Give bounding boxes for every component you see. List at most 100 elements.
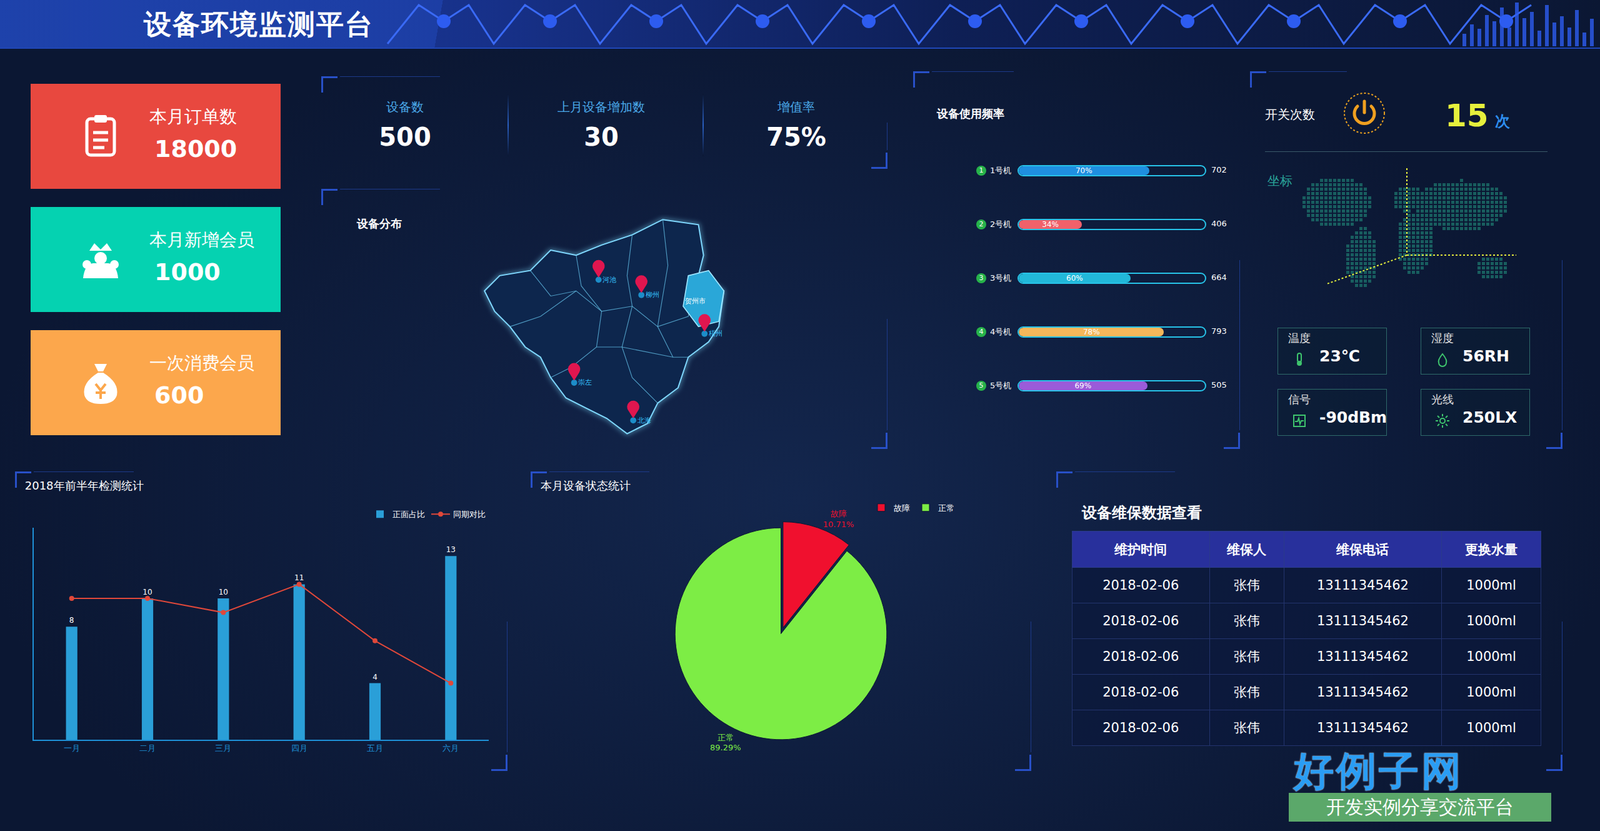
svg-text:崇左: 崇左 [578, 377, 592, 387]
html-text:4: 4 [979, 327, 984, 336]
html-text:664: 664 [1211, 272, 1227, 282]
html-text:更换水量: 更换水量 [1465, 541, 1518, 557]
html-text:1000ml: 1000ml [1466, 577, 1517, 593]
html-text:250LX: 250LX [1462, 408, 1518, 427]
svg-text:正常: 正常 [938, 503, 955, 513]
html-text:1000: 1000 [154, 258, 221, 286]
html-text:3: 3 [979, 273, 984, 282]
svg-text:河池: 河池 [602, 275, 617, 284]
html-text:5号机: 5号机 [990, 380, 1012, 390]
html-text:坐标: 坐标 [1267, 173, 1293, 189]
svg-text:一月: 一月 [63, 743, 80, 753]
html-text:2018-02-06: 2018-02-06 [1102, 648, 1179, 664]
svg-text:柳州: 柳州 [645, 290, 660, 299]
svg-text:四月: 四月 [291, 743, 308, 753]
html-text:1000ml: 1000ml [1466, 720, 1517, 735]
html-text:23℃: 23℃ [1319, 346, 1361, 365]
svg-text:贺州市: 贺州市 [685, 296, 706, 305]
html-text:34%: 34% [1042, 220, 1059, 229]
html-text:设备分布: 设备分布 [356, 216, 402, 230]
html-text:1000ml: 1000ml [1466, 613, 1517, 629]
svg-text:10: 10 [142, 587, 152, 597]
html-text:1000ml: 1000ml [1466, 648, 1517, 664]
html-text:设备使用频率: 设备使用频率 [936, 106, 1005, 120]
html-text:上月设备增加数: 上月设备增加数 [557, 99, 645, 115]
html-text:500: 500 [378, 122, 432, 152]
html-text:张伟: 张伟 [1233, 684, 1260, 700]
html-text:13111345462: 13111345462 [1316, 648, 1409, 664]
html-text:56RH: 56RH [1462, 346, 1510, 365]
html-text:-90dBm: -90dBm [1319, 408, 1387, 427]
svg-text:梧州: 梧州 [708, 328, 723, 338]
html-text:张伟: 张伟 [1233, 648, 1260, 664]
html-text:70%: 70% [1075, 166, 1093, 175]
html-text:78%: 78% [1083, 327, 1100, 337]
html-text:设备维保数据查看: 设备维保数据查看 [1081, 503, 1202, 522]
html-text:1号机: 1号机 [990, 165, 1012, 175]
html-text:600: 600 [154, 381, 204, 409]
html-text:5: 5 [979, 381, 984, 390]
html-text:1: 1 [979, 166, 984, 175]
svg-text:4: 4 [372, 672, 378, 682]
html-text:2: 2 [979, 220, 984, 229]
html-text:13111345462: 13111345462 [1316, 577, 1409, 593]
html-text:3号机: 3号机 [990, 273, 1012, 283]
svg-text:故障10.71%: 故障10.71% [823, 508, 855, 529]
html-text:18000: 18000 [154, 135, 237, 163]
html-text:60%: 60% [1066, 273, 1083, 283]
html-text:张伟: 张伟 [1233, 577, 1260, 593]
html-text:2018-02-06: 2018-02-06 [1102, 684, 1179, 700]
svg-text:正常89.29%: 正常89.29% [710, 732, 742, 753]
html-text:13111345462: 13111345462 [1316, 720, 1409, 735]
svg-text:10: 10 [218, 587, 229, 597]
html-text:次: 次 [1494, 112, 1510, 130]
html-text:4号机: 4号机 [990, 326, 1012, 337]
html-text:2号机: 2号机 [990, 219, 1012, 229]
svg-text:8: 8 [69, 615, 75, 625]
html-text:设备环境监测平台: 设备环境监测平台 [143, 8, 374, 40]
html-text:张伟: 张伟 [1233, 720, 1260, 735]
html-text:湿度: 湿度 [1431, 331, 1454, 345]
html-text:维保人: 维保人 [1226, 541, 1267, 557]
html-text:本月新增会员: 本月新增会员 [149, 229, 255, 250]
html-text:1000ml: 1000ml [1466, 684, 1517, 700]
html-text:设备数: 设备数 [386, 99, 424, 115]
svg-text:六月: 六月 [442, 743, 459, 753]
html-text:69%: 69% [1074, 381, 1092, 390]
html-text:15: 15 [1445, 97, 1489, 134]
html-text:505: 505 [1211, 380, 1227, 390]
html-text:75%: 75% [766, 122, 827, 152]
html-text:13111345462: 13111345462 [1316, 684, 1409, 700]
html-text:793: 793 [1211, 326, 1227, 336]
html-text:13111345462: 13111345462 [1316, 613, 1409, 629]
html-text:维保电话: 维保电话 [1336, 541, 1389, 557]
html-text:增值率: 增值率 [777, 99, 815, 115]
html-text:30: 30 [583, 122, 619, 152]
html-text:开发实例分享交流平台: 开发实例分享交流平台 [1326, 795, 1514, 818]
html-text:信号: 信号 [1288, 392, 1311, 406]
html-text:光线: 光线 [1431, 392, 1454, 406]
svg-text:2018年前半年检测统计: 2018年前半年检测统计 [25, 478, 144, 492]
svg-text:同期对比: 同期对比 [453, 509, 486, 519]
html-text:一次消费会员: 一次消费会员 [149, 352, 255, 374]
html-text:开关次数: 开关次数 [1265, 106, 1315, 122]
svg-text:正面占比: 正面占比 [392, 509, 425, 519]
html-text:2018-02-06: 2018-02-06 [1102, 720, 1179, 735]
html-text:2018-02-06: 2018-02-06 [1102, 577, 1179, 593]
html-text:2018-02-06: 2018-02-06 [1102, 613, 1179, 629]
svg-text:二月: 二月 [139, 743, 156, 753]
svg-text:五月: 五月 [366, 743, 384, 753]
html-text:好例子网: 好例子网 [1293, 747, 1464, 794]
html-text:本月订单数: 本月订单数 [149, 106, 237, 127]
html-text:702: 702 [1211, 165, 1227, 175]
html-text:维护时间: 维护时间 [1114, 541, 1168, 557]
svg-text:本月设备状态统计: 本月设备状态统计 [540, 478, 631, 492]
html-text:406: 406 [1211, 218, 1227, 229]
svg-text:北海: 北海 [637, 415, 652, 425]
svg-text:11: 11 [294, 573, 304, 582]
html-text:张伟: 张伟 [1233, 613, 1260, 629]
svg-text:三月: 三月 [215, 743, 232, 753]
svg-text:故障: 故障 [893, 503, 910, 513]
html-text:温度: 温度 [1288, 331, 1311, 345]
svg-text:13: 13 [446, 545, 456, 554]
